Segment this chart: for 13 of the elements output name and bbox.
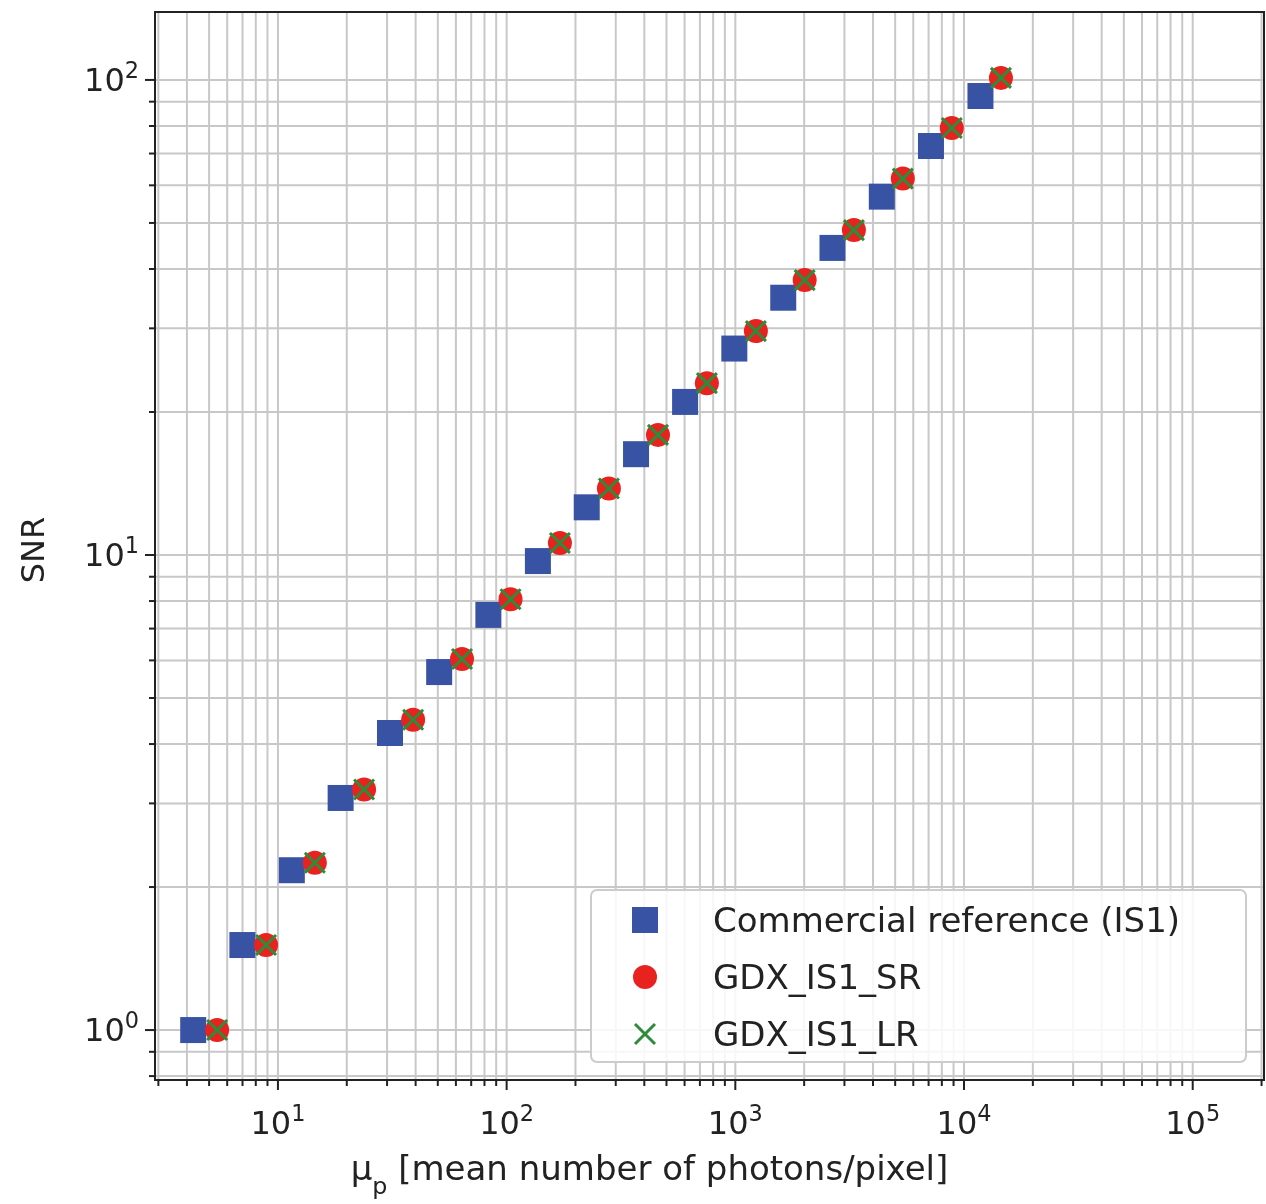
x-tick-label: 10$^{2}$: [479, 1100, 535, 1142]
y-tick-label: 10$^{2}$: [84, 56, 139, 99]
legend-label: GDX_IS1_LR: [713, 1014, 919, 1054]
y-tick-label: 10$^{0}$: [84, 1007, 139, 1050]
y-tick-label: 10$^{1}$: [84, 532, 139, 574]
x-tick-label: 10$^{5}$: [1165, 1100, 1221, 1142]
x-tick-label: 10$^{1}$: [250, 1100, 306, 1142]
legend-label: Commercial reference (IS1): [713, 900, 1181, 940]
y-axis-title: SNR: [14, 516, 52, 584]
x-axis-title: μ$_{p}$ [mean number of photons/pixel]: [350, 1148, 949, 1200]
x-tick-label: 10$^{4}$: [936, 1100, 992, 1142]
legend-label: GDX_IS1_SR: [713, 957, 922, 997]
x-tick-label: 10$^{3}$: [707, 1100, 763, 1142]
